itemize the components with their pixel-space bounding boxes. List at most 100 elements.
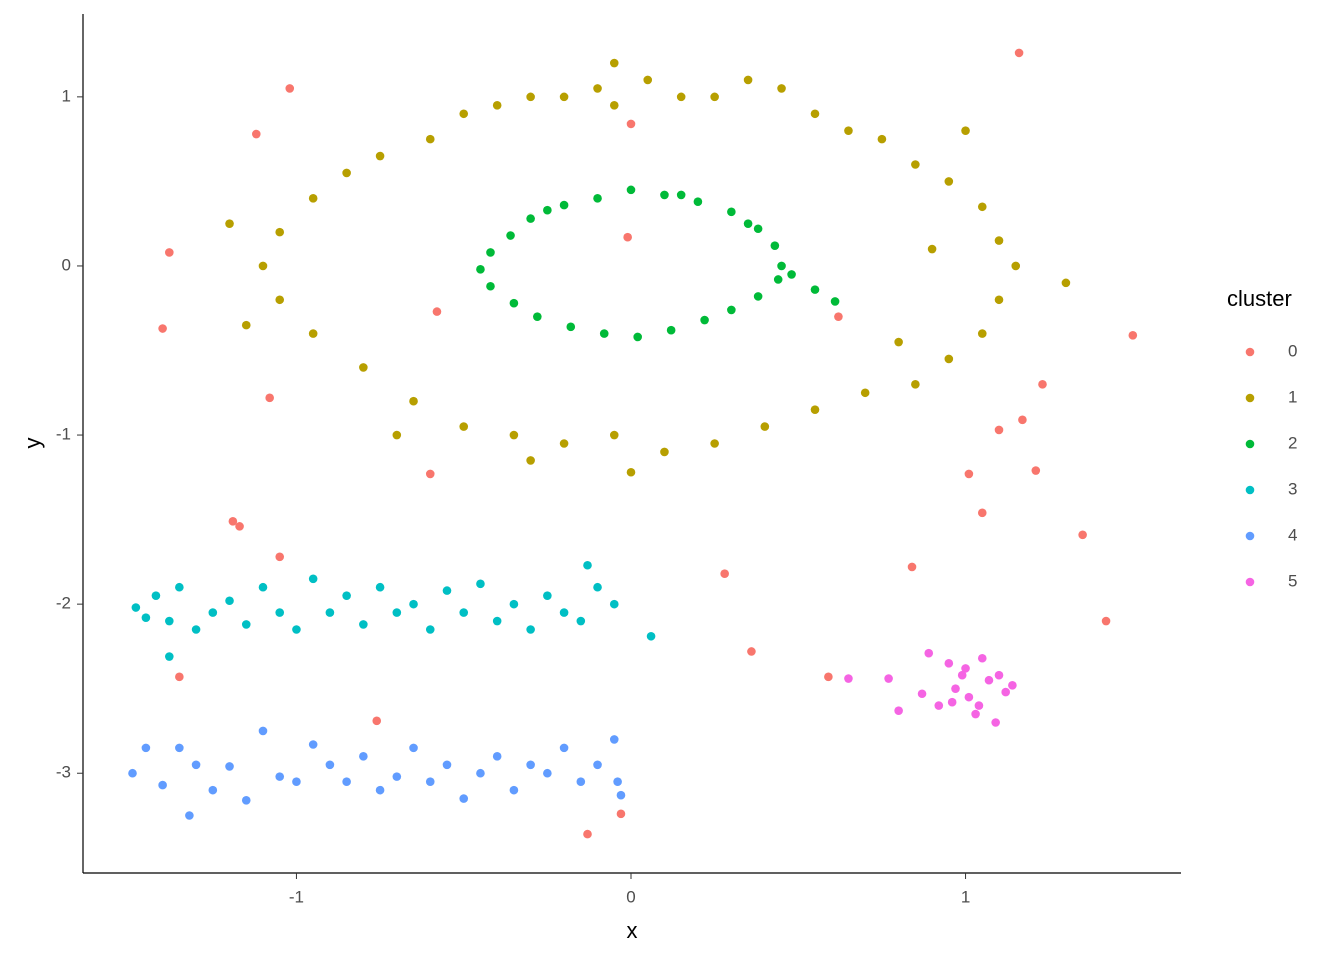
point — [613, 777, 622, 786]
legend-label: 2 — [1288, 433, 1297, 452]
point — [626, 185, 636, 195]
point — [225, 219, 234, 228]
point — [459, 608, 469, 617]
point — [957, 670, 967, 680]
point — [770, 241, 780, 250]
point — [258, 726, 268, 736]
point — [633, 332, 642, 342]
point — [934, 701, 944, 710]
point — [292, 777, 301, 786]
point — [773, 275, 783, 284]
point — [971, 709, 980, 719]
point — [165, 248, 174, 257]
point — [593, 84, 602, 93]
point — [526, 625, 535, 634]
point — [583, 560, 592, 570]
point — [442, 586, 452, 595]
point — [265, 393, 274, 403]
point — [566, 322, 576, 332]
point — [559, 92, 569, 102]
point — [626, 119, 636, 129]
point — [710, 92, 719, 102]
point — [392, 608, 402, 617]
point — [994, 295, 1004, 305]
point — [951, 684, 960, 693]
point — [375, 582, 385, 592]
point — [175, 672, 184, 682]
point — [583, 829, 592, 839]
point — [308, 194, 318, 203]
legend-label: 3 — [1288, 479, 1297, 498]
point — [753, 224, 763, 234]
point — [1061, 278, 1071, 288]
point — [559, 439, 569, 448]
point — [158, 324, 167, 333]
point — [830, 297, 840, 306]
y-tick-label: -1 — [56, 425, 71, 444]
point — [425, 625, 435, 634]
point — [747, 647, 756, 656]
point — [175, 743, 184, 753]
point — [208, 785, 218, 795]
point — [616, 809, 626, 819]
point — [251, 129, 261, 139]
point — [616, 790, 626, 800]
point — [974, 701, 984, 710]
y-tick-label: 1 — [62, 86, 71, 105]
point — [860, 388, 870, 398]
point — [924, 648, 934, 658]
legend-marker — [1245, 485, 1255, 495]
point — [372, 716, 382, 726]
point — [1078, 530, 1087, 540]
point — [175, 582, 184, 592]
point — [676, 190, 686, 200]
point — [576, 616, 586, 626]
point — [141, 613, 151, 622]
point — [241, 795, 251, 805]
point — [342, 591, 351, 600]
point — [526, 760, 535, 770]
point — [526, 456, 535, 465]
point — [961, 664, 970, 673]
point — [509, 298, 519, 308]
point — [506, 231, 515, 240]
point — [727, 207, 736, 217]
point — [787, 270, 796, 279]
point — [476, 579, 485, 589]
point — [432, 307, 442, 316]
x-tick-label: 0 — [626, 887, 635, 906]
point — [894, 337, 903, 347]
point — [844, 126, 853, 135]
point — [225, 762, 234, 771]
point — [308, 329, 318, 338]
point — [375, 151, 385, 161]
point — [275, 227, 285, 237]
point — [994, 425, 1004, 435]
point — [626, 467, 636, 477]
point — [342, 168, 351, 178]
point — [810, 109, 820, 119]
point — [911, 160, 920, 169]
point — [927, 244, 937, 254]
point — [241, 320, 251, 330]
point — [944, 659, 954, 668]
point — [911, 380, 920, 389]
point — [409, 743, 418, 753]
point — [526, 92, 535, 102]
point — [543, 768, 552, 778]
point — [509, 785, 519, 795]
point — [824, 672, 833, 682]
point — [165, 616, 174, 626]
y-tick-label: 0 — [62, 255, 71, 274]
point — [961, 126, 970, 135]
x-axis-title: x — [627, 918, 638, 943]
point — [165, 652, 174, 661]
point — [208, 608, 218, 617]
point — [359, 363, 368, 372]
legend-marker — [1245, 531, 1255, 541]
point — [1001, 687, 1010, 697]
point — [676, 92, 686, 102]
point — [760, 422, 770, 431]
legend-label: 0 — [1288, 341, 1297, 360]
legend-marker — [1245, 393, 1255, 403]
